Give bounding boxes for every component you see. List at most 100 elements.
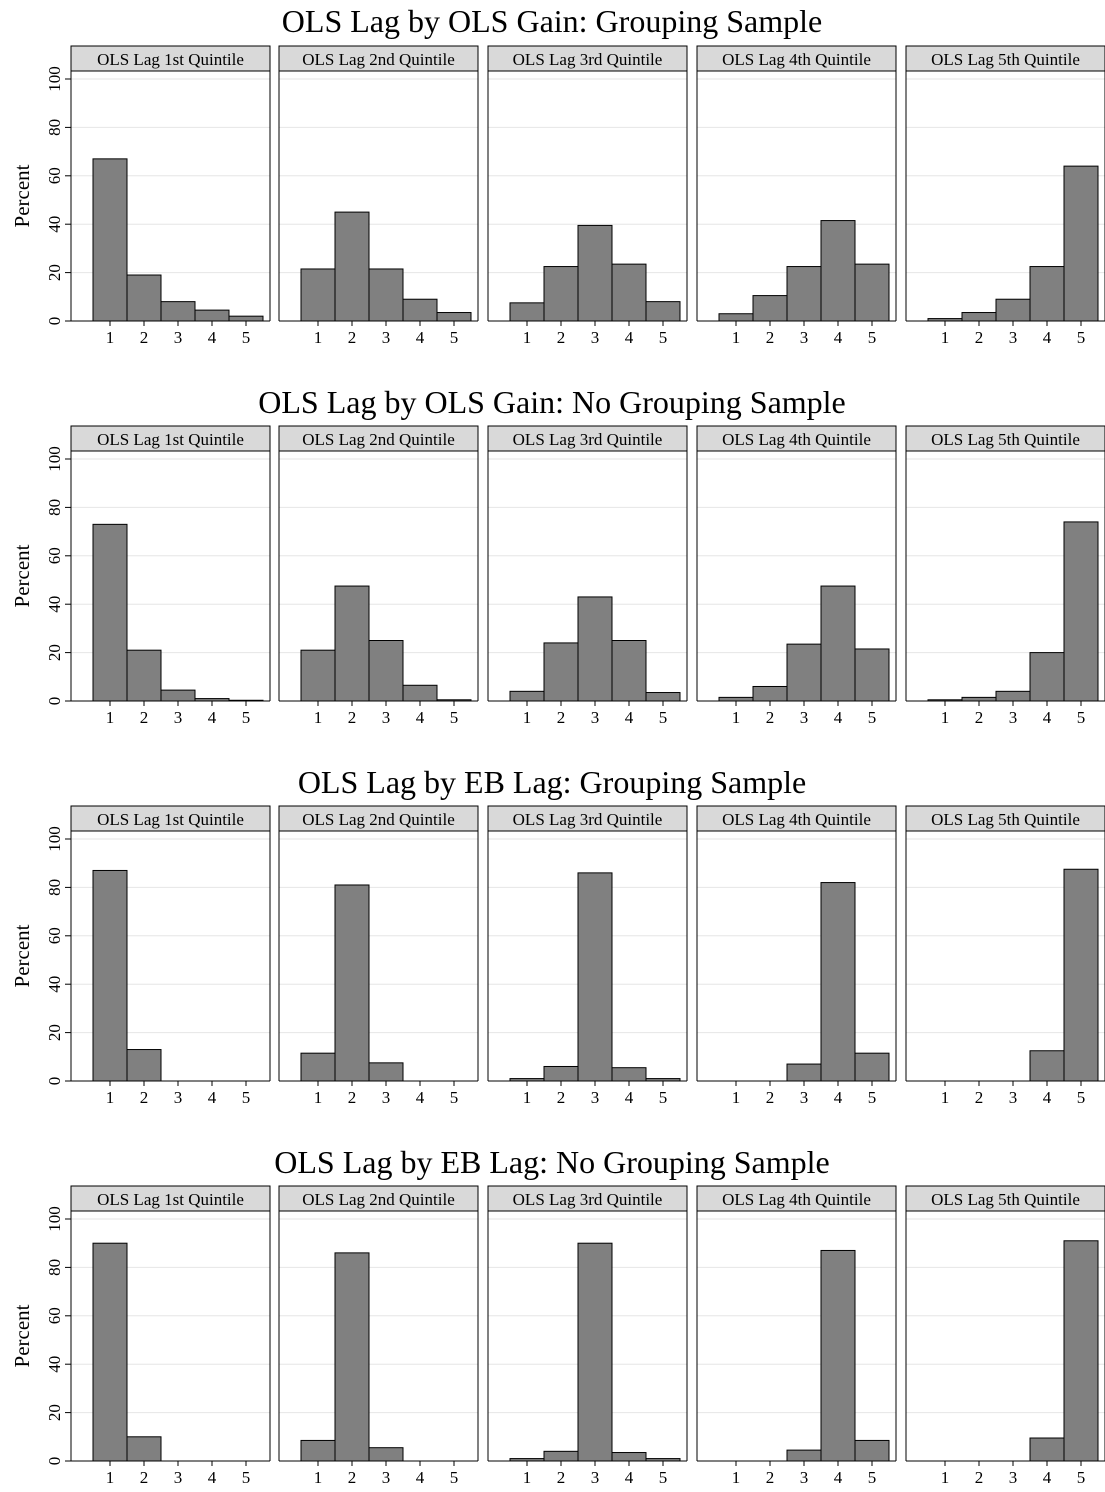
x-tick-label: 1 <box>732 328 741 347</box>
x-tick-label: 1 <box>941 328 950 347</box>
x-tick-label: 4 <box>416 328 425 347</box>
bar <box>436 312 472 322</box>
strip-header <box>696 1185 897 1212</box>
panel-1: OLS Lag 1st Quintile 1 2 3 4 5 <box>70 1185 271 1487</box>
strip-header <box>278 805 479 832</box>
panel-5: OLS Lag 5th Quintile 1 2 3 4 5 <box>905 805 1105 1107</box>
x-tick-label: 2 <box>348 708 357 727</box>
x-tick-label: 4 <box>416 708 425 727</box>
x-tick-label: 3 <box>1009 708 1018 727</box>
bar <box>228 315 264 322</box>
strip-header <box>487 805 688 832</box>
x-tick-label: 1 <box>314 1468 323 1487</box>
x-tick-label: 5 <box>450 328 459 347</box>
bar <box>368 640 404 702</box>
strip-label: OLS Lag 3rd Quintile <box>513 50 663 69</box>
bar <box>368 268 404 322</box>
panel-3: OLS Lag 3rd Quintile 1 2 3 4 5 <box>487 45 688 347</box>
panel-5: OLS Lag 5th Quintile 1 2 3 4 5 <box>905 45 1105 347</box>
y-tick-label: 60 <box>45 927 64 944</box>
bar <box>820 220 856 322</box>
bar <box>854 263 890 322</box>
bar <box>92 158 128 322</box>
bar <box>820 882 856 1082</box>
x-tick-label: 4 <box>1043 708 1052 727</box>
panel-4: OLS Lag 4th Quintile 1 2 3 4 5 <box>696 45 897 347</box>
strip-label: OLS Lag 1st Quintile <box>97 430 244 449</box>
y-tick-label: 40 <box>45 976 64 993</box>
x-tick-label: 3 <box>174 328 183 347</box>
x-tick-label: 3 <box>174 708 183 727</box>
x-tick-label: 5 <box>242 328 251 347</box>
y-tick-label: 80 <box>45 119 64 136</box>
x-tick-label: 2 <box>975 1088 984 1107</box>
bar <box>92 869 128 1082</box>
y-tick-label: 40 <box>45 1356 64 1373</box>
chart-row-3: OLS Lag by EB Lag: Grouping Sample Percen… <box>10 764 1105 1107</box>
bar <box>160 301 196 322</box>
panel-4: OLS Lag 4th Quintile 1 2 3 4 5 <box>696 805 897 1107</box>
x-tick-label: 4 <box>208 1468 217 1487</box>
x-tick-label: 1 <box>941 708 950 727</box>
bar <box>402 298 438 322</box>
y-tick-label: 100 <box>45 826 64 852</box>
bar <box>1063 521 1099 702</box>
x-tick-label: 3 <box>382 328 391 347</box>
panel-2: OLS Lag 2nd Quintile 1 2 3 4 5 <box>278 45 479 347</box>
strip-label: OLS Lag 2nd Quintile <box>302 1190 455 1209</box>
x-tick-label: 3 <box>382 1468 391 1487</box>
x-tick-label: 2 <box>348 1088 357 1107</box>
row-title: OLS Lag by OLS Gain: Grouping Sample <box>282 3 822 39</box>
chart-row-2: OLS Lag by OLS Gain: No Grouping Sample P… <box>10 384 1105 727</box>
panel-1: OLS Lag 1st Quintile 1 2 3 4 5 <box>70 45 271 347</box>
strip-label: OLS Lag 4th Quintile <box>722 430 871 449</box>
bar <box>645 301 681 322</box>
bar <box>718 313 754 322</box>
y-axis-label: Percent <box>10 544 34 607</box>
y-tick-label: 100 <box>45 66 64 92</box>
bar <box>577 596 613 702</box>
x-tick-label: 3 <box>591 1088 600 1107</box>
x-tick-label: 2 <box>557 328 566 347</box>
panel-5: OLS Lag 5th Quintile 1 2 3 4 5 <box>905 1185 1105 1487</box>
panel-1: OLS Lag 1st Quintile 1 2 3 4 5 <box>70 805 271 1107</box>
x-tick-label: 5 <box>242 708 251 727</box>
y-tick-label: 20 <box>45 1404 64 1421</box>
strip-header <box>70 425 271 452</box>
x-tick-label: 4 <box>208 328 217 347</box>
bar <box>645 692 681 702</box>
bar <box>718 696 754 702</box>
strip-label: OLS Lag 5th Quintile <box>931 810 1080 829</box>
bar <box>543 266 579 322</box>
x-tick-label: 1 <box>732 1468 741 1487</box>
bar <box>160 689 196 702</box>
panel-3: OLS Lag 3rd Quintile 1 2 3 4 5 <box>487 1185 688 1487</box>
bar <box>752 295 788 322</box>
x-tick-label: 4 <box>834 1468 843 1487</box>
y-tick-label: 80 <box>45 499 64 516</box>
strip-header <box>487 45 688 72</box>
x-tick-label: 5 <box>1077 1088 1086 1107</box>
x-tick-label: 5 <box>450 1468 459 1487</box>
x-tick-label: 1 <box>106 328 115 347</box>
bar <box>611 640 647 702</box>
strip-header <box>70 45 271 72</box>
y-tick-label: 20 <box>45 1024 64 1041</box>
x-tick-label: 2 <box>348 1468 357 1487</box>
bar <box>577 224 613 322</box>
bar <box>1063 1240 1099 1462</box>
x-tick-label: 2 <box>140 328 149 347</box>
x-tick-label: 5 <box>1077 328 1086 347</box>
bar <box>300 1439 336 1462</box>
x-tick-label: 4 <box>208 1088 217 1107</box>
x-tick-label: 2 <box>140 708 149 727</box>
x-tick-label: 1 <box>314 708 323 727</box>
bar <box>402 684 438 702</box>
strip-label: OLS Lag 2nd Quintile <box>302 430 455 449</box>
bar <box>334 1252 370 1462</box>
x-tick-label: 1 <box>106 1088 115 1107</box>
x-tick-label: 1 <box>732 1088 741 1107</box>
bar <box>368 1062 404 1082</box>
x-tick-label: 2 <box>766 1088 775 1107</box>
